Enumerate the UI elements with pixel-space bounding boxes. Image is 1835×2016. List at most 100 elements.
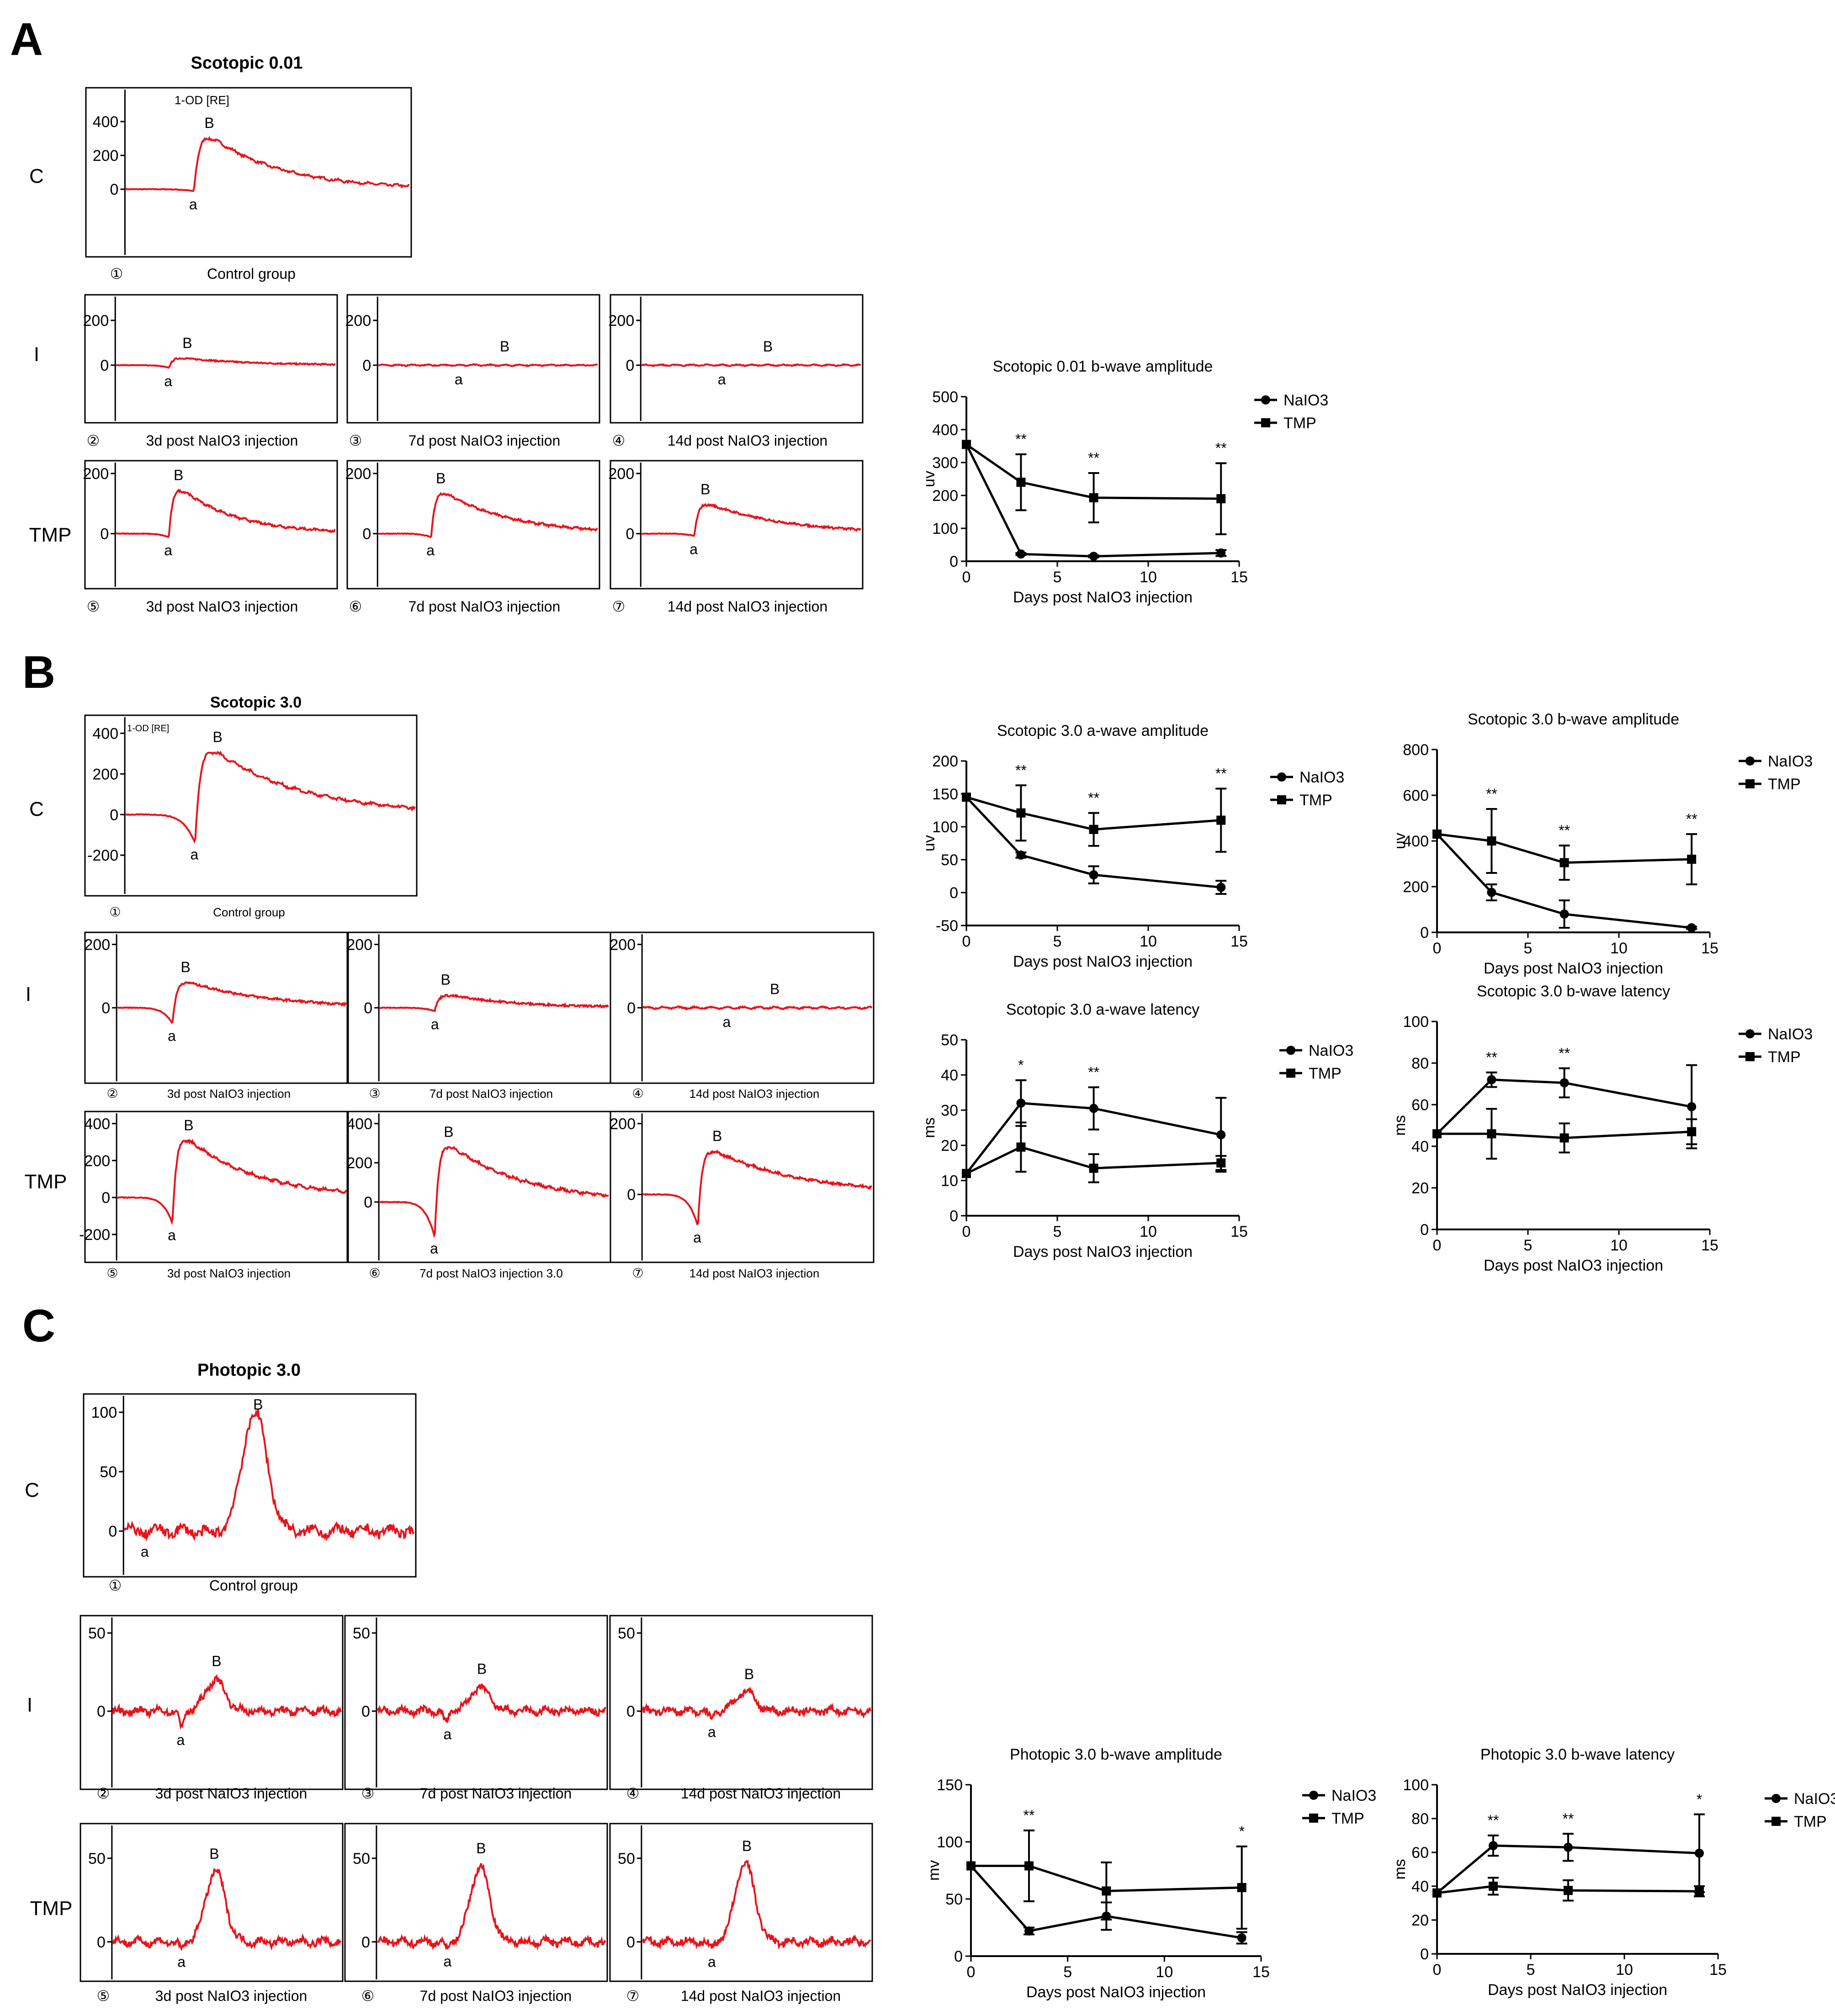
erg-y-tick-label: 200 [83,312,109,330]
data-point-tmp [1016,478,1026,487]
panel-number: ⑤ [87,598,100,615]
data-point-nai [1024,1926,1034,1936]
erg-panel-frame [344,1615,608,1790]
b-wave-marker: B [436,470,445,487]
data-point-nai [1089,870,1098,880]
data-point-nai [1487,888,1496,897]
legend-label: TMP [1768,1048,1801,1066]
erg-y-tick-label: 0 [364,1000,372,1017]
chart-y-tick-label: 500 [932,388,958,406]
erg-y-tick-label: 0 [108,1523,117,1540]
series-line-naio3 [970,1865,1242,1939]
chart-y-tick-label: 80 [1411,1055,1429,1072]
panel-caption: 7d post NaIO3 injection [420,1988,572,2004]
legend-marker-square [1745,1052,1755,1061]
erg-trace [378,492,598,538]
legend-marker-square [1309,1814,1318,1823]
erg-y-tick-label: 0 [362,526,371,543]
erg-trace [641,503,862,537]
chart-y-tick-label: 50 [941,851,958,869]
panel-caption: Control group [213,905,285,919]
line-chart: Photopic 3.0 b-wave latency 0 20 40 60 80 100 0… [1391,1746,1835,1999]
data-point-nai [1216,883,1226,892]
erg-y-tick-label: 400 [92,725,118,743]
chart-x-tick-label: 0 [962,933,971,950]
significance-marker: ** [1686,811,1697,827]
chart-x-tick-label: 5 [1524,1237,1533,1254]
erg-panel-frame [84,1111,349,1263]
erg-trace [642,1005,873,1011]
series-line-naio3 [965,1102,1221,1175]
legend-label: TMP [1299,792,1332,809]
legend-label: TMP [1331,1810,1364,1827]
a-wave-marker: a [164,542,172,559]
chart-y-tick-label: 100 [1403,1013,1429,1031]
panel-caption: 7d post NaIO3 injection [408,598,561,615]
erg-trace [641,363,861,367]
data-point-tmp [1089,824,1098,834]
data-point-nai [1016,1098,1026,1108]
line-chart: Scotopic 3.0 b-wave latency 0 20 40 60 80 100 0… [1391,983,1813,1274]
chart-x-tick-label: 15 [1701,940,1718,957]
erg-y-tick-label: 0 [101,1000,110,1017]
chart-title: Scotopic 3.0 b-wave latency [1477,983,1670,1000]
data-point-tmp [1687,855,1697,864]
erg-panel-frame [85,87,412,258]
a-wave-marker: a [177,1954,186,1970]
chart-x-tick-label: 5 [1527,1961,1535,1979]
erg-panel-frame [84,931,349,1084]
erg-y-tick-label: 50 [353,1850,370,1867]
chart-y-tick-label: 0 [949,884,958,902]
a-wave-marker: a [168,1027,176,1044]
erg-trace [378,363,598,367]
erg-trace [111,1868,342,1952]
erg-y-tick-label: 400 [84,1115,110,1133]
erg-panel-frame [83,1393,417,1578]
erg-y-tick-label: 200 [84,1152,110,1170]
b-wave-marker: B [477,1660,487,1677]
data-point-tmp [962,1169,971,1178]
panel-number: ⑤ [97,1988,110,2004]
line-chart: Photopic 3.0 b-wave amplitude 0 50 100 150 0 5… [925,1746,1376,2001]
b-wave-marker: B [204,115,214,131]
chart-y-tick-label: 150 [932,786,958,803]
chart-x-label: Days post NaIO3 injection [1013,953,1193,970]
data-point-tmp [966,1861,976,1871]
chart-y-tick-label: 150 [937,1777,963,1794]
data-point-tmp [1489,1882,1498,1891]
chart-x-tick-label: 5 [1053,569,1062,586]
chart-y-tick-label: 30 [941,1102,958,1119]
erg-panel-frame [610,294,864,424]
erg-y-tick-label: 50 [618,1625,635,1642]
chart-y-tick-label: 50 [941,1032,958,1049]
significance-marker: ** [1015,431,1027,447]
chart-y-tick-label: 60 [1411,1096,1429,1114]
erg-trace [377,1683,606,1724]
panel-number: ④ [632,1086,643,1101]
legend-label: NaIO3 [1283,392,1328,409]
panel-number: ⑥ [369,1266,380,1280]
chart-x-tick-label: 10 [1140,569,1157,586]
chart-y-tick-label: 100 [932,819,958,836]
a-wave-marker: a [141,1543,149,1560]
erg-y-tick-label: 50 [88,1850,106,1867]
data-point-nai [1687,923,1697,932]
significance-marker: ** [1559,1045,1570,1061]
significance-marker: ** [1215,765,1227,782]
data-point-tmp [1432,1129,1442,1138]
row-label: C [29,798,44,820]
chart-y-tick-label: 300 [932,454,958,472]
series-line-tmp [965,443,1221,500]
erg-panel-frame [610,1111,875,1263]
erg-trace [125,750,416,844]
erg-y-tick-label: 200 [609,465,635,483]
chart-title: Scotopic 3.0 a-wave amplitude [997,722,1209,739]
erg-trace [377,1863,606,1951]
chart-y-tick-label: 200 [932,753,958,770]
data-point-nai [1016,549,1026,559]
series-line-naio3 [965,796,1221,888]
a-wave-marker: a [164,373,172,389]
legend-label: NaIO3 [1768,1026,1813,1043]
erg-y-tick-label: 200 [84,936,110,953]
chart-x-label: Days post NaIO3 injection [1488,1981,1667,1999]
